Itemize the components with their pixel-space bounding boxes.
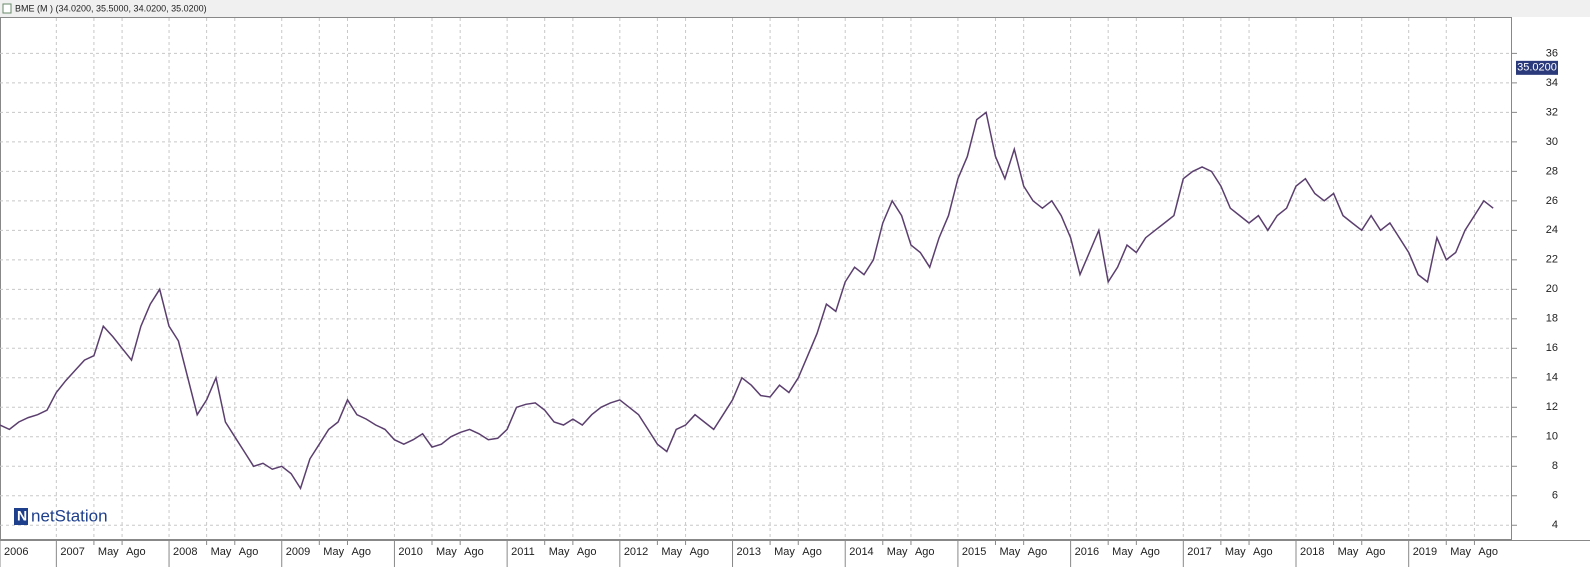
x-tick-label: Ago: [1366, 546, 1386, 558]
x-tick-label: 2009: [286, 546, 310, 558]
x-tick-label: May: [774, 546, 795, 558]
x-tick-label: Ago: [577, 546, 597, 558]
x-tick-label: May: [323, 546, 344, 558]
x-tick-label: May: [211, 546, 232, 558]
x-tick-label: 2017: [1187, 546, 1211, 558]
y-tick-label: 30: [1546, 136, 1558, 148]
x-tick-label: Ago: [915, 546, 935, 558]
logo-icon: [14, 508, 28, 525]
y-tick-label: 32: [1546, 106, 1558, 118]
y-tick-label: 10: [1546, 431, 1558, 443]
brand: netStation: [31, 506, 108, 525]
x-tick-label: 2008: [173, 546, 197, 558]
x-tick-label: May: [549, 546, 570, 558]
title-bar: [0, 0, 1590, 17]
x-tick-label: 2012: [624, 546, 648, 558]
x-tick-label: Ago: [351, 546, 371, 558]
plot-frame: [0, 17, 1512, 540]
x-tick-label: 2019: [1413, 546, 1437, 558]
y-tick-label: 6: [1552, 490, 1558, 502]
price-line: [0, 111, 1494, 491]
x-tick-label: May: [661, 546, 682, 558]
logo: N netStation: [14, 506, 108, 525]
y-tick-label: 24: [1546, 224, 1558, 236]
x-tick-label: 2010: [398, 546, 422, 558]
x-tick-label: Ago: [239, 546, 259, 558]
last-value-label: 35.0200: [1517, 62, 1557, 74]
x-tick-label: May: [887, 546, 908, 558]
x-tick-label: Ago: [126, 546, 146, 558]
y-tick-label: 34: [1546, 77, 1558, 89]
y-tick-label: 28: [1546, 165, 1558, 177]
x-tick-label: May: [1225, 546, 1246, 558]
y-tick-label: 14: [1546, 372, 1558, 384]
x-tick-label: Ago: [802, 546, 822, 558]
x-tick-label: Ago: [1253, 546, 1273, 558]
y-tick-label: 8: [1552, 460, 1558, 472]
x-tick-label: 2006: [4, 546, 28, 558]
logo-mark: N: [17, 508, 27, 524]
y-tick-label: 20: [1546, 283, 1558, 295]
x-tick-label: Ago: [1478, 546, 1498, 558]
y-tick-label: 16: [1546, 342, 1558, 354]
x-tick-label: May: [1338, 546, 1359, 558]
last-value-box: [1516, 60, 1558, 75]
x-tick-label: May: [436, 546, 457, 558]
y-tick-label: 4: [1552, 519, 1558, 531]
x-tick-label: 2015: [962, 546, 986, 558]
x-tick-label: 2016: [1075, 546, 1099, 558]
chart-title: BME (M ) (34.0200, 35.5000, 34.0200, 35.…: [15, 3, 207, 13]
x-tick-label: 2014: [849, 546, 873, 558]
window-icon: [2, 3, 12, 14]
x-tick-label: May: [1450, 546, 1471, 558]
y-tick-label: 26: [1546, 195, 1558, 207]
x-tick-label: Ago: [1028, 546, 1048, 558]
x-tick-label: 2013: [737, 546, 761, 558]
x-tick-label: Ago: [464, 546, 484, 558]
y-tick-label: 12: [1546, 401, 1558, 413]
x-tick-label: Ago: [1140, 546, 1160, 558]
y-tick-label: 18: [1546, 313, 1558, 325]
x-tick-label: May: [98, 546, 119, 558]
x-tick-label: Ago: [690, 546, 710, 558]
x-tick-label: 2011: [511, 546, 535, 558]
y-tick-label: 22: [1546, 254, 1558, 266]
x-tick-label: 2007: [60, 546, 84, 558]
y-tick-label: 36: [1546, 47, 1558, 59]
x-tick-label: 2018: [1300, 546, 1324, 558]
x-tick-label: May: [1112, 546, 1133, 558]
x-tick-label: May: [999, 546, 1020, 558]
